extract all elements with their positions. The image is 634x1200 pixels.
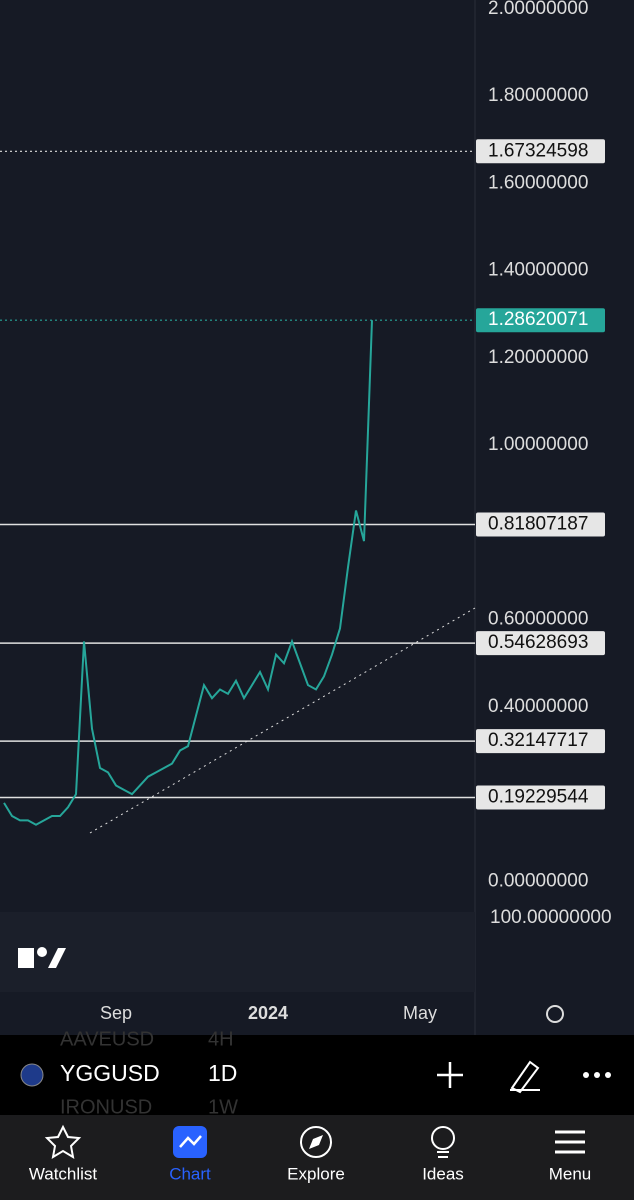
peek-symbol: IRONUSD [60, 1096, 152, 1118]
tab-label[interactable]: Ideas [422, 1164, 464, 1183]
level-label-box [476, 785, 605, 810]
tab-icon-glyph [309, 1135, 323, 1149]
level-label-box [476, 512, 605, 537]
peek-interval: 4H [208, 1028, 234, 1050]
level-label-box [476, 139, 605, 164]
tab-label[interactable]: Explore [287, 1164, 345, 1183]
add-button[interactable] [437, 1062, 463, 1088]
y-tick-label: 0.00000000 [488, 870, 588, 891]
symbol[interactable]: YGGUSD [60, 1060, 160, 1086]
level-label: 1.67324598 [488, 140, 588, 161]
tab-icon-glyph [437, 1151, 449, 1158]
y-tick-label: 1.80000000 [488, 85, 588, 106]
level-label-box [476, 308, 605, 333]
x-tick-label: May [403, 1003, 437, 1023]
settings-button[interactable] [546, 1005, 564, 1023]
tab-icon[interactable] [300, 1126, 332, 1158]
level-label-box [476, 631, 605, 656]
x-tick-label: Sep [100, 1003, 132, 1023]
toolbar [0, 1035, 634, 1115]
y-tick-label: 1.00000000 [488, 434, 588, 455]
level-label: 0.19229544 [488, 787, 589, 808]
price-line [3, 320, 373, 826]
tab-icon[interactable] [555, 1130, 585, 1154]
more-button[interactable] [583, 1072, 611, 1078]
peek-symbol: AAVEUSD [60, 1028, 154, 1050]
y-tick-label: 1.60000000 [488, 172, 588, 193]
symbol-icon[interactable] [20, 1063, 44, 1087]
y-tick-label: 1.40000000 [488, 260, 588, 281]
draw-button[interactable] [510, 1060, 540, 1094]
x-tick-label: 2024 [248, 1003, 288, 1023]
level-label: 0.54628693 [488, 632, 588, 653]
rsi-pane [0, 912, 475, 992]
trendline [89, 607, 476, 834]
level-label: 0.81807187 [488, 513, 588, 534]
y-tick-label: 1.20000000 [488, 347, 588, 368]
y-tick-label: 0.60000000 [488, 609, 588, 630]
level-label: 1.28620071 [488, 309, 588, 330]
interval[interactable]: 1D [208, 1060, 237, 1086]
y-tick-label: 2.00000000 [488, 0, 588, 19]
tab-icon[interactable] [173, 1126, 207, 1158]
rsi-label: 100.00000000 [490, 907, 612, 928]
tv-logo [18, 947, 66, 968]
level-label-box [476, 729, 605, 754]
tab-icon[interactable] [44, 1124, 82, 1159]
tab-label[interactable]: Menu [549, 1164, 592, 1183]
tab-icon[interactable] [431, 1126, 455, 1150]
y-tick-label: 0.40000000 [488, 696, 588, 717]
tab-label[interactable]: Chart [169, 1164, 211, 1183]
tab-label[interactable]: Watchlist [29, 1164, 98, 1183]
level-label: 0.32147717 [488, 730, 588, 751]
peek-interval: 1W [208, 1096, 238, 1118]
tab-icon-glyph [179, 1135, 202, 1148]
